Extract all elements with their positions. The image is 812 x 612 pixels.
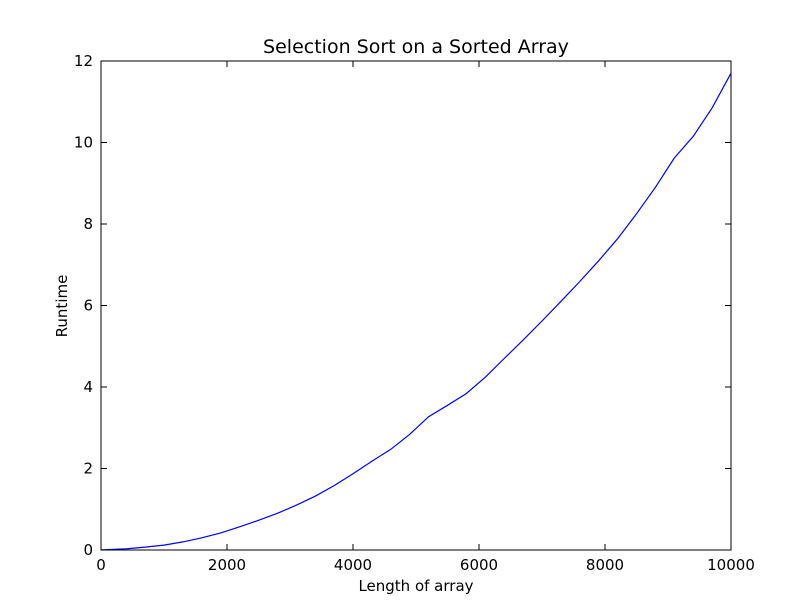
x-tick-label: 8000 — [586, 556, 624, 574]
x-tick-label: 0 — [96, 556, 106, 574]
x-tick-label: 2000 — [208, 556, 246, 574]
x-axis-label: Length of array — [358, 577, 473, 595]
y-tick-label: 10 — [74, 134, 93, 152]
x-tick-label: 6000 — [460, 556, 498, 574]
x-tick-label: 10000 — [707, 556, 755, 574]
x-tick-label: 4000 — [334, 556, 372, 574]
y-tick-label: 0 — [83, 541, 93, 559]
plot-area: 0 2000 4000 6000 8000 10000 0 2 4 6 8 10 12 — [74, 52, 755, 574]
chart-title: Selection Sort on a Sorted Array — [263, 36, 569, 58]
y-tick-label: 6 — [83, 297, 93, 315]
y-tick-label: 8 — [83, 215, 93, 233]
y-tick-label: 2 — [83, 460, 93, 478]
y-axis-label: Runtime — [53, 275, 71, 338]
series-line-1 — [100, 72, 732, 551]
y-tick-label: 12 — [74, 52, 93, 70]
y-tick-label: 4 — [83, 378, 93, 396]
axes-frame — [100, 60, 732, 551]
